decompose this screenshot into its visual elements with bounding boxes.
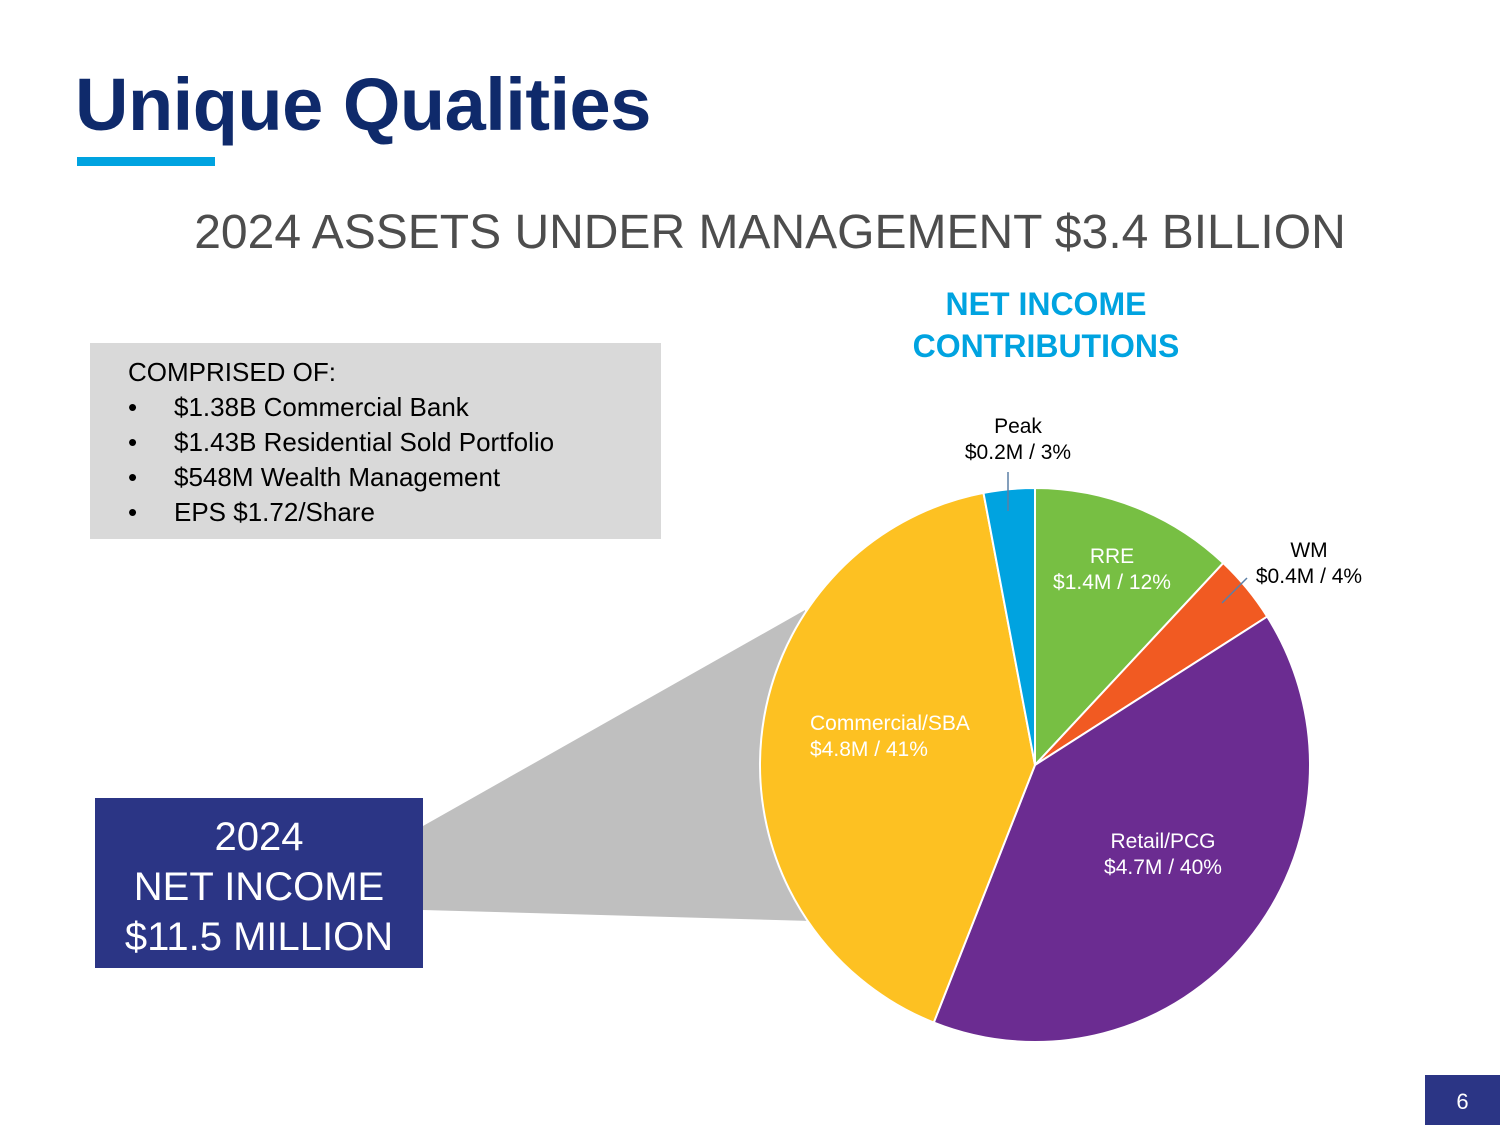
chart-title-line-1: NET INCOME [945, 286, 1147, 322]
comprised-item: • EPS $1.72/Share [128, 497, 554, 532]
callout-connector [423, 610, 812, 921]
pie-label-retail-pcg: Retail/PCG $4.7M / 40% [1104, 830, 1222, 879]
pie-slice-commercial-sba [758, 491, 1037, 1024]
pie-slice-rre [1034, 486, 1225, 768]
page-number: 6 [1425, 1075, 1500, 1125]
comprised-item-text: $1.43B Residential Sold Portfolio [174, 427, 555, 457]
pie-slices [758, 486, 1311, 1043]
net-income-box: 2024 NET INCOME $11.5 MILLION [95, 798, 423, 968]
pie-label-value: $0.4M / 4% [1256, 565, 1362, 588]
bullet-icon: • [128, 392, 138, 422]
comprised-item: • $1.38B Commercial Bank [128, 392, 554, 427]
net-income-amount: $11.5 MILLION [124, 915, 394, 959]
comprised-item-text: EPS $1.72/Share [174, 497, 375, 527]
pie-label-peak: Peak $0.2M / 3% [965, 415, 1071, 464]
pie-label-value: $1.4M / 12% [1053, 571, 1171, 594]
comprised-list: • $1.38B Commercial Bank • $1.43B Resident… [128, 392, 554, 532]
net-income-label: NET INCOME [133, 865, 385, 909]
net-income-year: 2024 [214, 815, 304, 859]
comprised-item-text: $1.38B Commercial Bank [174, 392, 469, 422]
pie-slice-retail-pcg [932, 615, 1311, 1043]
pie-label-value: $4.7M / 40% [1104, 856, 1222, 879]
pie-label-name: Commercial/SBA [810, 712, 970, 735]
comprised-item: • $1.43B Residential Sold Portfolio [128, 427, 554, 462]
slide-title: Unique Qualities [75, 63, 651, 146]
bullet-icon: • [128, 462, 138, 492]
pie-label-wm: WM $0.4M / 4% [1256, 539, 1362, 588]
chart-title: NET INCOME CONTRIBUTIONS [870, 283, 1222, 367]
pie-label-rre: RRE $1.4M / 12% [1053, 545, 1171, 594]
title-underline [77, 157, 215, 166]
comprised-item-text: $548M Wealth Management [174, 462, 501, 492]
pie-label-name: Retail/PCG [1110, 830, 1215, 853]
bullet-icon: • [128, 497, 138, 527]
pie-label-value: $4.8M / 41% [810, 738, 928, 761]
pie-label-name: Peak [994, 415, 1042, 438]
pie-label-name: WM [1290, 539, 1327, 562]
pie-slice-peak [982, 486, 1036, 766]
pie-label-commercial-sba: Commercial/SBA $4.8M / 41% [810, 712, 970, 761]
pie-labels: RRE $1.4M / 12% WM $0.4M / 4% Retail/PCG $4.7… [810, 415, 1362, 879]
pie-leader-lines [1007, 472, 1248, 604]
pie-label-value: $0.2M / 3% [965, 441, 1071, 464]
bullet-icon: • [128, 427, 138, 457]
comprised-of-box: COMPRISED OF: • $1.38B Commercial Bank • $… [90, 343, 661, 539]
chart-title-line-2: CONTRIBUTIONS [912, 328, 1180, 364]
comprised-item: • $548M Wealth Management [128, 462, 554, 497]
comprised-heading: COMPRISED OF: [128, 357, 337, 387]
pie-label-name: RRE [1090, 545, 1134, 568]
leader-line [1221, 577, 1248, 604]
slide-subtitle: 2024 ASSETS UNDER MANAGEMENT $3.4 BILLIO… [194, 206, 1346, 259]
